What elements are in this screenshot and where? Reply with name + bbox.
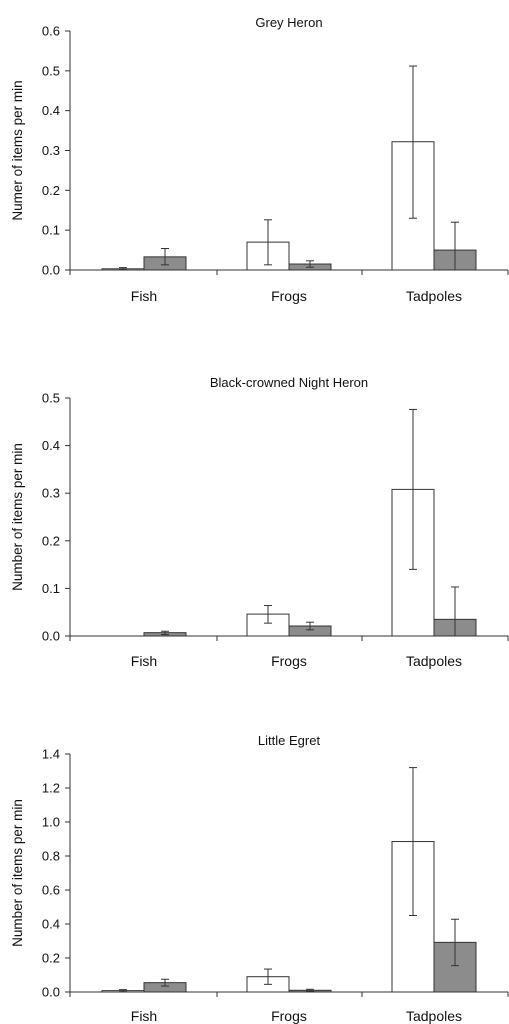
x-tick-label: Fish [131, 1008, 157, 1024]
y-axis-label: Number of items per min [10, 799, 25, 947]
y-tick-label: 0.0 [42, 985, 60, 1000]
x-tick-label: Frogs [271, 1008, 307, 1024]
x-tick-label: Fish [131, 288, 157, 304]
chart-title: Black-crowned Night Heron [210, 375, 368, 390]
y-tick-label: 0.2 [42, 533, 60, 548]
y-tick-label: 0.5 [42, 391, 60, 406]
y-tick-label: 0.6 [42, 883, 60, 898]
chart-panel-1: Black-crowned Night Heron Number of items… [10, 375, 509, 669]
chart-title: Grey Heron [255, 15, 322, 30]
x-tick-label: Frogs [271, 288, 307, 304]
y-tick-label: 0.8 [42, 849, 60, 864]
y-tick-label: 0.0 [42, 263, 60, 278]
y-tick-label: 1.0 [42, 815, 60, 830]
x-tick-label: Frogs [271, 653, 307, 669]
y-tick-label: 0.3 [42, 486, 60, 501]
chart-panel-0: Grey Heron Numer of items per min 0.0 0.1 0.… [10, 15, 509, 304]
chart-title: Little Egret [258, 733, 321, 748]
y-tick-label: 0.2 [42, 951, 60, 966]
y-tick-label: 1.2 [42, 781, 60, 796]
y-tick-label: 0.1 [42, 223, 60, 238]
chart-panel-2: Little Egret Number of items per min 0.0 0.… [10, 733, 509, 1024]
x-tick-label: Tadpoles [406, 1008, 462, 1024]
y-tick-label: 0.1 [42, 581, 60, 596]
y-axis-label: Number of items per min [10, 443, 25, 591]
y-tick-label: 0.6 [42, 24, 60, 39]
x-tick-label: Fish [131, 653, 157, 669]
y-tick-label: 0.0 [42, 629, 60, 644]
y-tick-label: 0.3 [42, 143, 60, 158]
y-tick-label: 0.4 [42, 917, 60, 932]
y-axis-label: Numer of items per min [10, 80, 25, 220]
y-tick-label: 0.2 [42, 183, 60, 198]
y-tick-label: 0.5 [42, 63, 60, 78]
y-tick-label: 0.4 [42, 438, 60, 453]
x-tick-label: Tadpoles [406, 653, 462, 669]
x-tick-label: Tadpoles [406, 288, 462, 304]
y-tick-label: 1.4 [42, 747, 60, 762]
y-tick-label: 0.4 [42, 103, 60, 118]
